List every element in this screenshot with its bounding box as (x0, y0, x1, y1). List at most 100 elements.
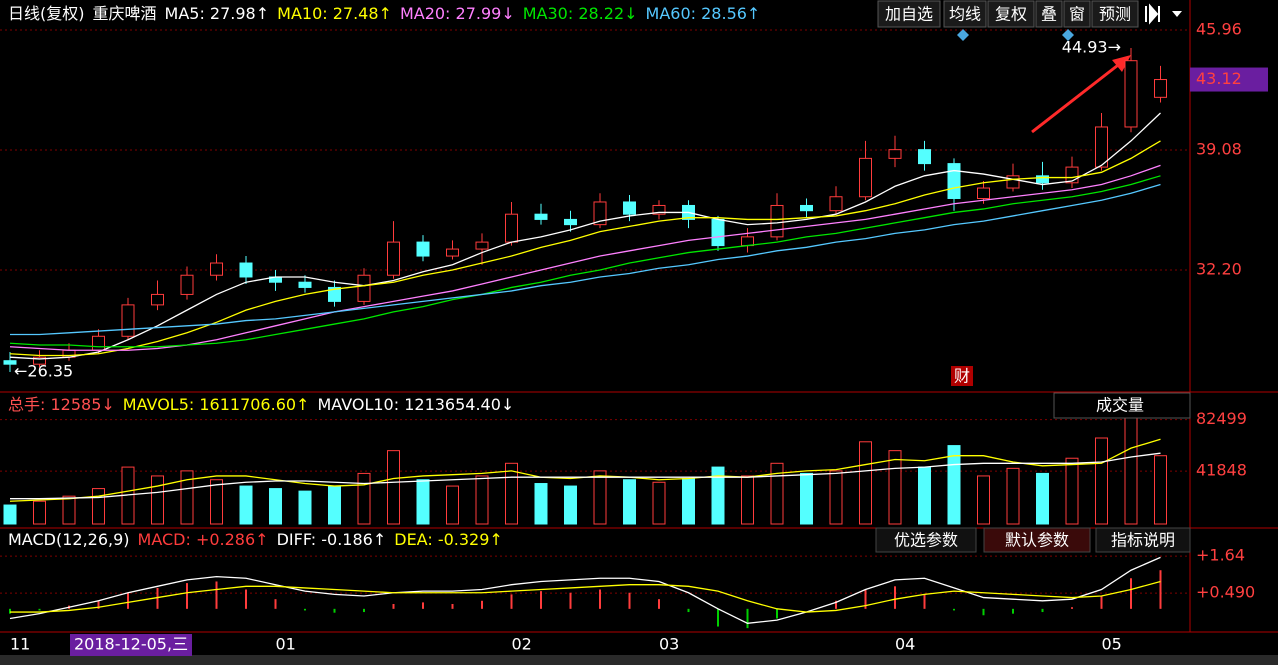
menu-caret[interactable] (1172, 11, 1182, 17)
x-tick-label: 05 (1102, 635, 1122, 654)
toolbar-button-label[interactable]: 叠 (1041, 5, 1057, 24)
volume-bar (475, 475, 489, 525)
volume-bar (3, 504, 17, 525)
cursor-date-box (70, 634, 192, 656)
toolbar-button[interactable] (1091, 0, 1139, 28)
candle-body (151, 293, 164, 306)
candle-body (121, 304, 135, 337)
candle-body (623, 201, 636, 215)
indicator-line (9, 175, 1161, 348)
candle-body (859, 157, 872, 198)
header-item: 总手: 12585↓ (8, 395, 115, 414)
x-tick-label: 11 (10, 635, 30, 654)
volume-bar (505, 462, 518, 525)
toolbar-button-label[interactable]: 预测 (1099, 5, 1131, 24)
toolbar-button[interactable] (943, 0, 987, 28)
candle-body (210, 262, 223, 276)
candle-body (33, 356, 46, 365)
candle-body (505, 213, 518, 243)
candle-body (829, 196, 843, 212)
event-marker-box[interactable] (951, 366, 973, 386)
toolbar-button-label[interactable]: 复权 (995, 5, 1027, 24)
indicator-button[interactable] (875, 527, 977, 553)
volume-bar (711, 466, 725, 525)
header-item: MA5: 27.98↑ (165, 4, 270, 23)
panel-header: 日线(复权) 重庆啤酒 MA5: 27.98↑ MA10: 27.48↑ MA20: 2… (8, 4, 760, 23)
toolbar-button[interactable] (877, 0, 941, 28)
candle-body (711, 218, 725, 247)
candle-body (387, 241, 400, 276)
toolbar-button[interactable] (1063, 0, 1091, 28)
candle-body (1124, 60, 1138, 128)
volume-bar (652, 481, 666, 525)
candle-body (918, 149, 931, 165)
toolbar-button[interactable] (987, 0, 1035, 28)
header-item: MAVOL5: 1611706.60↑ (123, 395, 310, 414)
header-item: MACD: +0.286↑ (138, 530, 269, 549)
panel-header: 总手: 12585↓ MAVOL5: 1611706.60↑ MAVOL10: 12… (8, 395, 514, 414)
toolbar-button[interactable] (1035, 0, 1063, 28)
candle-body (800, 204, 813, 212)
volume-bar (62, 495, 76, 525)
volume-bar (623, 479, 636, 525)
header-item: DIFF: -0.186↑ (277, 530, 387, 549)
indicator-line (10, 183, 1161, 336)
volume-bar (357, 472, 371, 525)
indicator-button-label[interactable]: 默认参数 (1005, 531, 1069, 550)
volume-bar (92, 488, 105, 525)
event-diamond (1062, 29, 1074, 41)
candle-body (475, 241, 489, 250)
candle-body (3, 360, 17, 365)
toolbar-button-label[interactable]: 加自选 (885, 5, 933, 24)
indicator-select-label[interactable]: 成交量 (1096, 396, 1144, 415)
x-tick-label: 04 (895, 635, 915, 654)
candle-body (741, 236, 754, 247)
candle-body (564, 218, 577, 226)
volume-bar (564, 485, 577, 525)
indicator-line (10, 580, 1161, 613)
indicator-line (9, 112, 1161, 360)
candle-body (239, 262, 253, 278)
volume-bar (682, 477, 695, 525)
trend-arrow-head (1112, 55, 1131, 72)
event-marker[interactable]: 财 (954, 367, 970, 386)
header-item: 重庆啤酒 (93, 4, 157, 23)
header-item: MAVOL10: 1213654.40↓ (317, 395, 514, 414)
toolbar-button-label[interactable]: 均线 (949, 5, 981, 24)
volume-bar (269, 488, 282, 525)
x-tick-label: 02 (512, 635, 532, 654)
indicator-line (9, 164, 1161, 351)
volume-bar (741, 475, 754, 525)
header-bg (0, 393, 1050, 417)
last-price-label: 43.12 (1196, 69, 1242, 88)
indicator-button-label[interactable]: 优选参数 (894, 531, 958, 550)
volume-bar (859, 441, 872, 525)
volume-bar (328, 485, 341, 525)
header-item: MA10: 27.48↑ (277, 4, 392, 23)
x-tick-label: 03 (659, 635, 679, 654)
indicator-button-label[interactable]: 指标说明 (1111, 531, 1175, 550)
volume-bar (1065, 457, 1079, 525)
candle-body (180, 274, 194, 295)
volume-bar (151, 475, 164, 525)
volume-bar (180, 470, 194, 525)
volume-bar (446, 485, 459, 525)
volume-bar (593, 470, 607, 525)
volume-bar (387, 450, 400, 525)
candle-body (770, 204, 784, 238)
indicator-button[interactable] (983, 527, 1091, 553)
expand-icon[interactable] (1145, 3, 1160, 25)
candle-body (888, 149, 902, 159)
volume-bar (239, 485, 253, 525)
candle-body (1006, 175, 1020, 189)
low-annotation: ←26.35 (14, 362, 73, 381)
volume-bar (918, 466, 931, 525)
indicator-select[interactable] (1053, 392, 1191, 419)
volume-bar (1095, 437, 1108, 525)
y-tick-label: +0.490 (1196, 583, 1255, 602)
indicator-line (9, 140, 1161, 357)
toolbar-button-label[interactable]: 窗 (1069, 5, 1085, 24)
indicator-button[interactable] (1095, 527, 1191, 553)
last-price-box (1190, 67, 1268, 92)
volume-bar (416, 479, 430, 525)
